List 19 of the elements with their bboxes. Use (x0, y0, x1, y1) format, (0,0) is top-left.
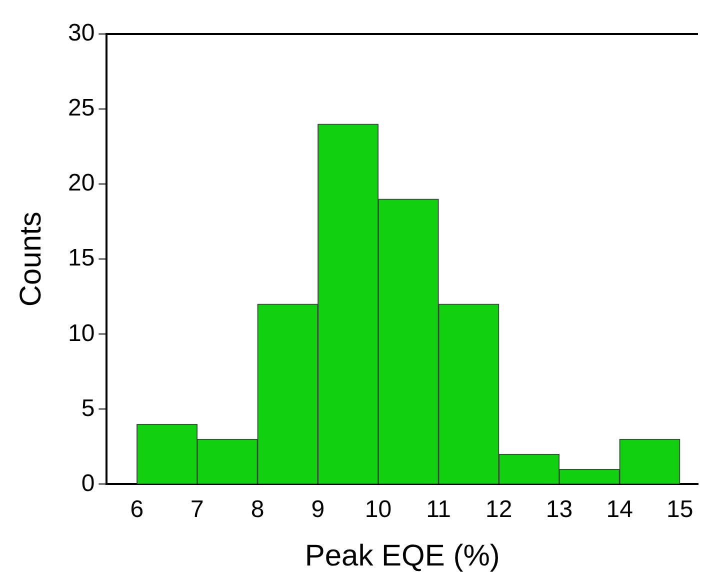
x-tick-label: 13 (546, 496, 573, 524)
y-tick-label: 25 (68, 94, 95, 122)
x-tick-label: 8 (250, 496, 264, 524)
x-tick-label: 11 (426, 496, 452, 524)
y-tick-label: 20 (68, 170, 95, 197)
x-axis-title: Peak EQE (%) (304, 539, 500, 572)
x-tick-label: 12 (486, 496, 512, 524)
x-tick-label: 10 (364, 496, 392, 524)
x-tick-label: 7 (190, 496, 204, 524)
x-tick-label: 14 (606, 496, 633, 524)
y-tick-label: 0 (81, 470, 95, 497)
y-tick-label: 15 (68, 244, 95, 272)
x-tick-label: 15 (666, 496, 694, 524)
y-tick-label: 30 (68, 20, 95, 47)
x-tick-label: 9 (311, 496, 325, 524)
x-tick-label: 6 (130, 496, 144, 524)
y-tick-label: 5 (81, 394, 95, 422)
y-axis-title: Counts (14, 212, 48, 307)
y-tick-label: 10 (68, 320, 95, 347)
